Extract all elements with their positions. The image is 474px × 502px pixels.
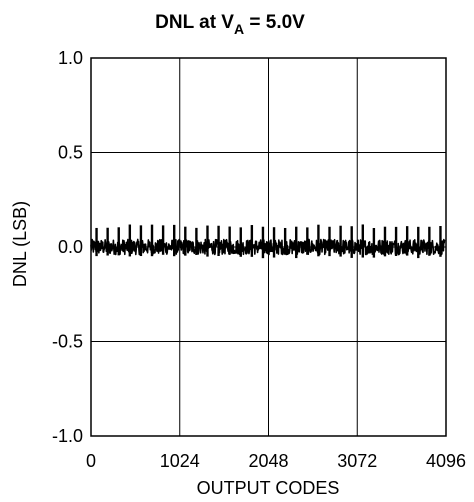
chart-title-prefix: DNL at V [155, 12, 234, 33]
dnl-series [90, 224, 446, 259]
chart-title: DNL at VA = 5.0V [155, 12, 305, 37]
plot-frame [90, 57, 447, 437]
x-tick-label: 1024 [160, 451, 200, 471]
y-tick-label: -0.5 [52, 332, 83, 352]
x-axis-label: OUTPUT CODES [197, 478, 340, 498]
y-tick-label: 0.5 [58, 143, 83, 163]
y-tick-label: 0.0 [58, 237, 83, 257]
chart-title-suffix: = 5.0V [244, 12, 305, 33]
x-tick-label: 3072 [337, 451, 377, 471]
x-tick-label: 4096 [426, 451, 466, 471]
y-tick-label: -1.0 [52, 426, 83, 446]
y-axis-label: DNL (LSB) [10, 201, 30, 287]
chart-title-subscript: A [234, 21, 244, 37]
x-tick-label: 0 [86, 451, 96, 471]
dnl-trace [90, 238, 446, 256]
x-tick-label: 2048 [248, 451, 288, 471]
y-tick-label: 1.0 [58, 48, 83, 68]
tick-labels: 0 1024 2048 3072 4096 1.0 0.5 0.0 -0.5 -1.0 [52, 48, 466, 471]
